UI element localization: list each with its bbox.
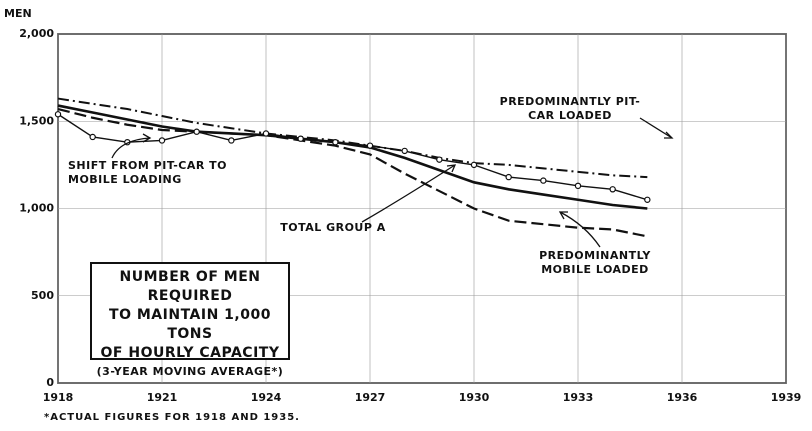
point [193, 128, 200, 135]
point [89, 133, 96, 141]
arrow [111, 137, 151, 159]
point [436, 156, 443, 163]
arrow-head [446, 164, 457, 173]
plot: 0 500 1,000 1,500 2,000 1918 1921 1924 1927 1930 1… [19, 27, 801, 404]
point [54, 111, 62, 118]
series-line [57, 97, 648, 179]
chart-title: NUMBER OF MEN REQUIRED TO MAINTAIN 1,000… [92, 268, 288, 363]
y-tick-label: 500 [31, 289, 54, 302]
series-label: PREDOMINANTLY PIT-CAR LOADED [499, 95, 641, 122]
title-line: TO MAINTAIN 1,000 TONS [109, 307, 271, 342]
arrow [639, 117, 673, 139]
y-tick-label: 1,000 [19, 202, 54, 215]
point [540, 177, 547, 184]
x-tick-label: 1924 [251, 391, 282, 404]
arrows [111, 117, 674, 248]
point [228, 137, 235, 144]
point [401, 147, 408, 155]
y-tick-label: 0 [46, 376, 54, 389]
arrow [361, 164, 456, 223]
x-tick-label: 1933 [563, 391, 594, 404]
series-line [57, 113, 648, 201]
point [574, 182, 582, 190]
x-tick-label: 1921 [147, 391, 178, 404]
footnote: *ACTUAL FIGURES FOR 1918 AND 1935. [44, 412, 300, 423]
arrow-head [558, 211, 568, 220]
point [470, 161, 478, 169]
point [505, 173, 512, 181]
arrow [559, 211, 601, 248]
x-tick-label: 1939 [771, 391, 802, 404]
series-label: SHIFT FROM PIT-CAR TO MOBILE LOADING [68, 159, 228, 186]
series-line [57, 107, 648, 238]
series-label: PREDOMINANTLY MOBILE LOADED [539, 249, 651, 276]
y-axis-label: MEN [4, 7, 32, 20]
x-tick-label: 1930 [459, 391, 490, 404]
arrow-head [664, 131, 674, 139]
point [644, 196, 651, 203]
x-tick-label: 1936 [667, 391, 698, 404]
point [158, 137, 166, 144]
arrow-head [142, 133, 152, 143]
title-box: NUMBER OF MEN REQUIRED TO MAINTAIN 1,000… [90, 262, 290, 378]
series-label: TOTAL GROUP A [280, 221, 386, 234]
point [262, 130, 270, 137]
title-line: NUMBER OF MEN REQUIRED [119, 269, 261, 304]
point [609, 186, 616, 193]
y-tick-label: 2,000 [19, 27, 54, 40]
point [332, 138, 339, 146]
x-tick-label: 1927 [355, 391, 386, 404]
point [366, 142, 374, 149]
y-tick-label: 1,500 [19, 114, 54, 127]
title-line: OF HOURLY CAPACITY [100, 345, 280, 361]
series-line [57, 104, 648, 210]
x-tick-label: 1918 [43, 391, 74, 404]
point [297, 135, 304, 142]
subtitle: (3-YEAR MOVING AVERAGE*) [96, 365, 284, 378]
